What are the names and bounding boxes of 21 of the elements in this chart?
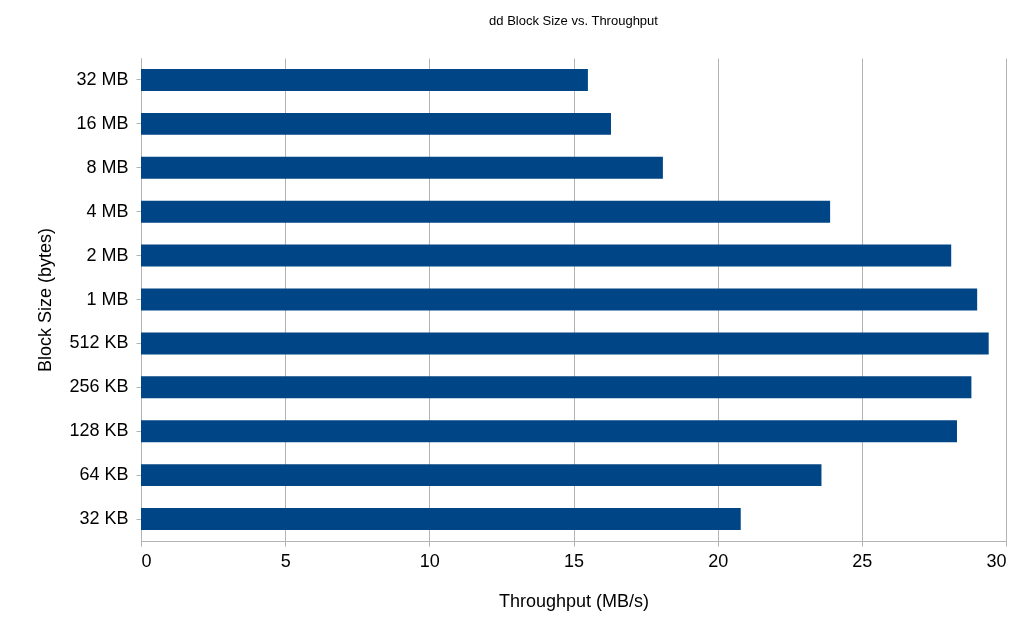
y-tick-label: 128 KB bbox=[69, 420, 129, 441]
x-axis-title: Throughput (MB/s) bbox=[498, 590, 650, 611]
y-tick-label: 256 KB bbox=[69, 376, 129, 397]
y-tick-label: 8 MB bbox=[86, 156, 129, 177]
y-tick-label: 2 MB bbox=[86, 244, 129, 265]
x-tick-label: 15 bbox=[563, 550, 585, 571]
y-tick-label: 64 KB bbox=[79, 464, 129, 485]
x-tick-label: 25 bbox=[852, 550, 873, 571]
x-tick-label: 30 bbox=[986, 550, 1007, 571]
y-tick-label: 4 MB bbox=[86, 200, 129, 221]
y-tick-label: 512 KB bbox=[69, 332, 129, 353]
y-tick-label: 1 MB bbox=[86, 288, 129, 309]
x-tick-label: 0 bbox=[141, 550, 152, 571]
y-tick-label: 16 MB bbox=[76, 112, 129, 133]
x-tick-label: 20 bbox=[708, 550, 729, 571]
x-tick-label: 5 bbox=[280, 550, 291, 571]
y-tick-label: 32 MB bbox=[76, 68, 129, 89]
x-tick-label: 10 bbox=[419, 550, 440, 571]
chart-title: dd Block Size vs. Throughput bbox=[489, 13, 659, 28]
y-tick-label: 32 KB bbox=[79, 508, 129, 529]
y-axis-title: Block Size (bytes) bbox=[35, 227, 56, 373]
